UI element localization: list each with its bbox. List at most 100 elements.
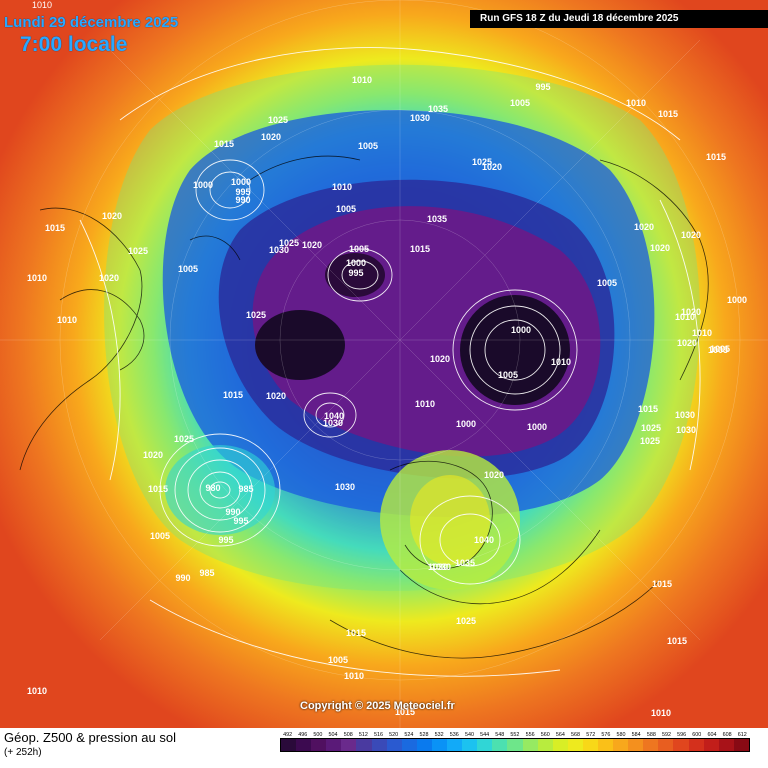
isobar-label: 1005 — [708, 345, 728, 355]
isobar-label: 995 — [218, 535, 233, 545]
isobar-label: 1015 — [346, 628, 366, 638]
scale-swatch — [628, 739, 644, 751]
isobar-label: 1015 — [658, 109, 678, 119]
scale-swatch — [597, 739, 614, 751]
scale-swatch — [552, 739, 568, 751]
scale-swatch — [643, 739, 659, 751]
isobar-label: 1000 — [231, 177, 251, 187]
scale-label: 512 — [358, 732, 368, 738]
isobar-label: 1005 — [336, 204, 356, 214]
scale-label: 556 — [525, 732, 535, 738]
isobar-label: 1020 — [102, 211, 122, 221]
forecast-time: 7:00 locale — [20, 33, 128, 56]
isobar-label: 1025 — [472, 157, 492, 167]
isobar-label: 995 — [235, 187, 250, 197]
scale-label: 564 — [555, 732, 565, 738]
isobar-label: 1015 — [667, 636, 687, 646]
isobar-label: 1015 — [214, 139, 234, 149]
isobar-label: 1030 — [269, 245, 289, 255]
isobar-label: 1025 — [640, 436, 660, 446]
isobar-label: 1030 — [410, 113, 430, 123]
isobar-label: 1035 — [428, 104, 448, 114]
isobar-label: 1005 — [510, 98, 530, 108]
scale-swatch — [462, 739, 478, 751]
color-scale-labels: 492 496 500 504 508 512 516 520 524 528 532 536 540 5… — [280, 732, 750, 738]
isobar-label: 990 — [235, 195, 250, 205]
isobar-label: 1020 — [677, 338, 697, 348]
isobar-label: 1020 — [650, 243, 670, 253]
scale-swatch — [431, 739, 448, 751]
color-scale-swatches — [280, 738, 750, 752]
zone-dark-core-3 — [325, 253, 385, 297]
isobar-label: 1040 — [324, 411, 344, 421]
scale-swatch — [311, 739, 327, 751]
scale-label: 576 — [601, 732, 611, 738]
scale-label: 568 — [571, 732, 581, 738]
isobar-label: 1005 — [178, 264, 198, 274]
isobar-label: 1035 — [455, 558, 475, 568]
isobar-label: 1010 — [27, 686, 47, 696]
scale-label: 496 — [298, 732, 308, 738]
scale-label: 544 — [480, 732, 490, 738]
zone-cold-pool-atlantic — [165, 445, 275, 535]
isobar-label: 1000 — [193, 180, 213, 190]
isobar-label: 1000 — [727, 295, 747, 305]
scale-swatch — [718, 739, 734, 751]
isobar-label: 1025 — [641, 423, 661, 433]
isobar-label: 1015 — [223, 390, 243, 400]
scale-swatch — [582, 739, 598, 751]
scale-label: 552 — [510, 732, 520, 738]
scale-label: 588 — [646, 732, 656, 738]
scale-swatch — [401, 739, 417, 751]
isobar-label: 1010 — [57, 315, 77, 325]
scale-swatch — [492, 739, 508, 751]
scale-swatch — [281, 739, 297, 751]
scale-label: 600 — [692, 732, 702, 738]
scale-swatch — [326, 739, 342, 751]
zone-dark-core-1 — [460, 295, 570, 405]
coastlines — [19, 155, 709, 659]
scale-label: 596 — [677, 732, 687, 738]
isobar-label: 1010 — [651, 708, 671, 718]
isobar-label: 1020 — [634, 222, 654, 232]
isobar-label: 1010 — [626, 98, 646, 108]
isobar-label: 1015 — [45, 223, 65, 233]
isobar-label: 1000 — [456, 419, 476, 429]
isobar-label: 1030 — [428, 562, 448, 572]
scale-label: 504 — [328, 732, 338, 738]
scale-swatch — [537, 739, 553, 751]
isobar-label: 1010 — [415, 399, 435, 409]
isobar-label: 995 — [535, 82, 550, 92]
scale-swatch — [613, 739, 629, 751]
scale-label: 608 — [722, 732, 732, 738]
copyright-notice: Copyright © 2025 Meteociel.fr — [300, 700, 455, 712]
isobar-label: 1020 — [430, 354, 450, 364]
isobar-label: 1005 — [498, 370, 518, 380]
isobar-label: 1000 — [346, 258, 366, 268]
scale-swatch — [507, 739, 523, 751]
isobar-label: 1040 — [474, 535, 494, 545]
isobar-label: 1015 — [148, 484, 168, 494]
scale-swatch — [522, 739, 538, 751]
isobar-label: 1010 — [692, 328, 712, 338]
scale-label: 528 — [419, 732, 429, 738]
isobar-label: 990 — [225, 507, 240, 517]
isobar-label: 1000 — [527, 422, 547, 432]
scale-label: 548 — [495, 732, 505, 738]
isobar-label: 1020 — [482, 162, 502, 172]
zone-europe-ridge-inner — [410, 475, 490, 565]
isobar-label: 1025 — [174, 434, 194, 444]
graticule — [0, 0, 768, 728]
scale-label: 584 — [631, 732, 641, 738]
scale-swatch — [386, 739, 402, 751]
isobar-label: 990 — [175, 573, 190, 583]
isobar-label: 1015 — [410, 244, 430, 254]
isobar-label: 1000 — [511, 325, 531, 335]
scale-label: 580 — [616, 732, 626, 738]
scale-swatch — [447, 739, 463, 751]
scale-label: 520 — [389, 732, 399, 738]
isobar-label: 1025 — [246, 310, 266, 320]
isobar-label: 1035 — [427, 214, 447, 224]
isobar-label: 1025 — [279, 238, 299, 248]
scale-label: 508 — [343, 732, 353, 738]
